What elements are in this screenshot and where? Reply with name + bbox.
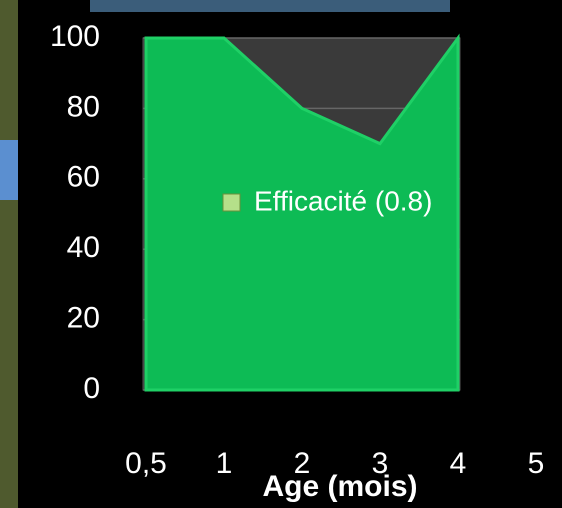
y-tick-label: 0 [83,372,100,405]
x-tick-label: 5 [528,447,545,480]
photo-edge [0,140,18,200]
y-tick-label: 100 [50,20,100,53]
y-tick-label: 20 [67,302,100,335]
x-tick-label: 0,5 [125,447,167,480]
y-tick-label: 60 [67,161,100,194]
photo-edge [0,0,18,508]
page: {"chart_data": {"type": "area", "x_label… [0,0,562,508]
legend-label: Efficacité (0.8) [254,185,432,216]
x-axis-label: Age (mois) [262,470,417,503]
y-tick-label: 80 [67,90,100,123]
chart: 0204060801000,512345Efficacité (0.8) Age… [0,0,562,508]
legend-swatch [223,194,240,211]
y-tick-label: 40 [67,231,100,264]
x-tick-label: 4 [450,447,467,480]
x-tick-label: 1 [216,447,233,480]
photo-edge [90,0,450,12]
